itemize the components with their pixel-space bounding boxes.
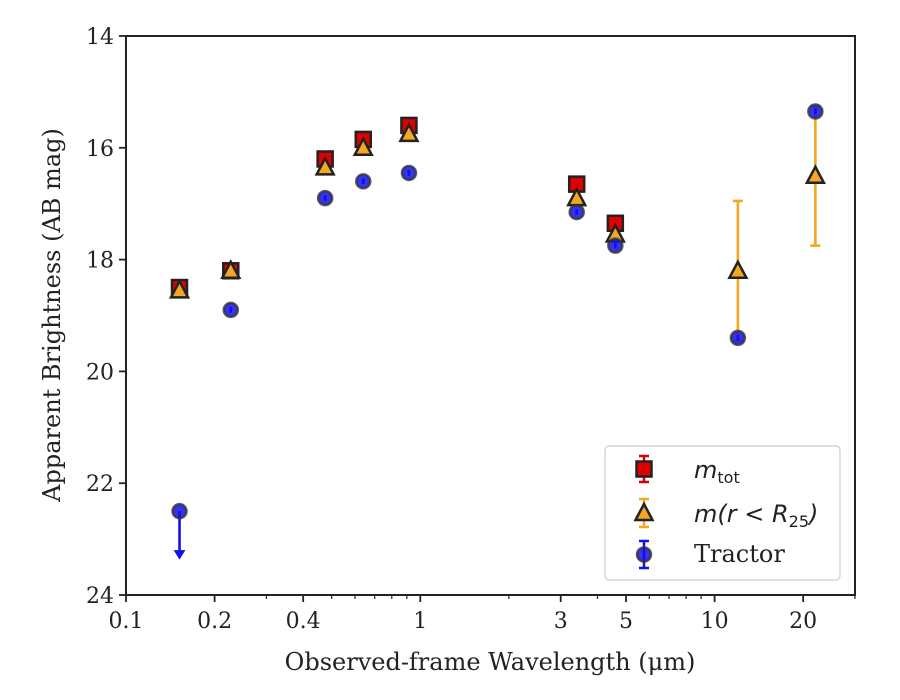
- mr25-point: [398, 122, 420, 143]
- y-tick-label: 16: [86, 137, 114, 162]
- tractor-point: [729, 329, 747, 347]
- data-marks: [168, 103, 826, 560]
- y-tick-label: 22: [86, 472, 114, 497]
- mr25-point: [314, 155, 336, 176]
- tractor-point: [222, 301, 240, 319]
- x-tick-label: 0.4: [286, 609, 321, 634]
- tractor-point: [171, 502, 188, 520]
- tractor-limit-arrowhead: [173, 550, 186, 560]
- tractor-point: [316, 189, 334, 207]
- tractor-point: [607, 237, 624, 254]
- legend-label-mr25: m(r < R25): [694, 500, 818, 531]
- legend-box: [604, 445, 841, 581]
- x-tick-label: 5: [619, 609, 633, 634]
- y-tick-label: 24: [86, 584, 114, 609]
- mr25-point: [352, 136, 374, 157]
- tractor-point: [355, 173, 372, 190]
- tractor-point: [400, 164, 418, 182]
- legend: mtot m(r < R25) Tractor: [604, 445, 841, 581]
- legend-swatch-mr25: [633, 497, 655, 529]
- plot-frame: [125, 35, 856, 596]
- tractor-point: [807, 103, 824, 120]
- mr25-point: [220, 259, 242, 280]
- x-tick-label: 0.2: [197, 609, 232, 634]
- mr25-point: [804, 164, 826, 184]
- y-tick-label: 18: [86, 249, 114, 274]
- x-tick-label: 1: [413, 609, 427, 634]
- x-tick-label: 3: [554, 609, 568, 634]
- y-axis-title: Apparent Brightness (AB mag): [38, 128, 66, 503]
- mr25-point: [727, 259, 749, 280]
- y-tick-label: 20: [86, 360, 114, 385]
- axis-ticks: 0.1 0.2 0.4 1 3 5 10 20 14 16 18 20 22 24: [86, 25, 856, 634]
- x-axis-title: Observed-frame Wavelength (μm): [285, 648, 696, 676]
- x-tick-label: 20: [789, 609, 817, 634]
- legend-label-mtot: mtot: [694, 456, 740, 487]
- legend-label-tractor: Tractor: [694, 540, 785, 568]
- tractor-point: [568, 203, 585, 221]
- x-tick-label: 10: [701, 609, 729, 634]
- y-tick-label: 14: [86, 25, 114, 50]
- legend-swatch-tractor: [635, 539, 653, 570]
- mr25-point: [168, 278, 191, 299]
- x-tick-label: 0.1: [109, 609, 144, 634]
- legend-swatch-mtot: [635, 454, 653, 484]
